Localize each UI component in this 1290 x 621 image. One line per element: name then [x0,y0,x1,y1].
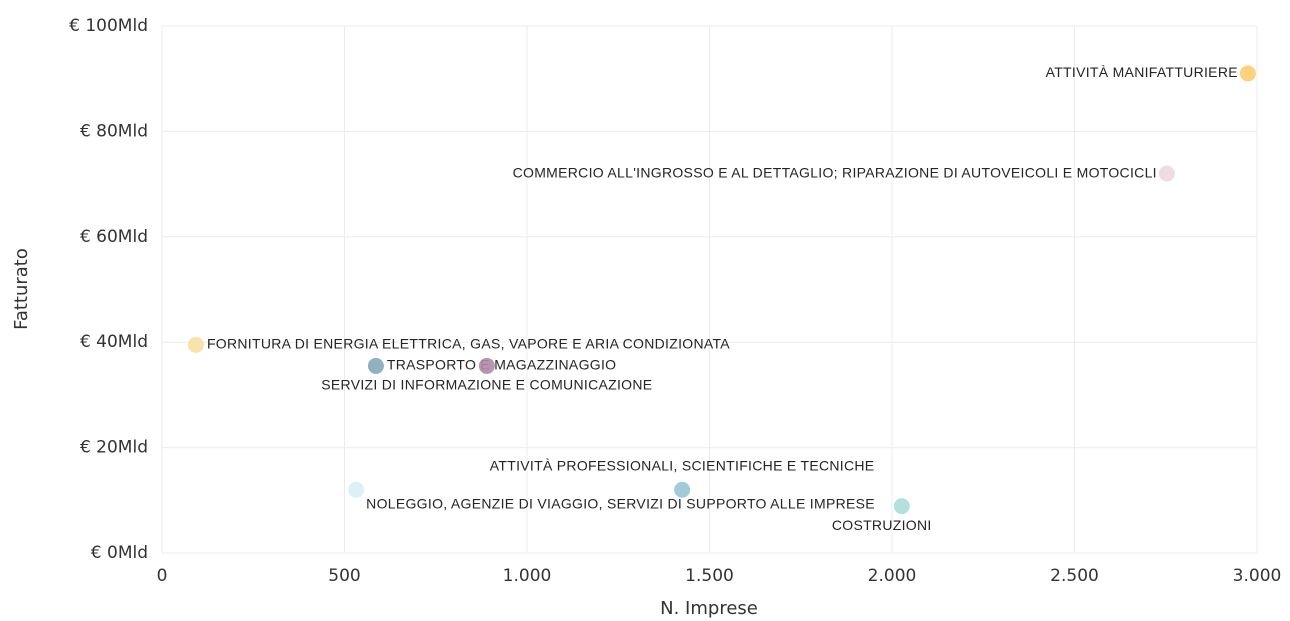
point [348,481,365,498]
y-tick-label: € 100Mld [69,16,148,36]
point-label: ATTIVITÀ PROFESSIONALI, SCIENTIFICHE E T… [490,457,875,473]
x-tick-label: 0 [157,566,168,586]
point-label: COMMERCIO ALL'INGROSSO E AL DETTAGLIO; R… [513,164,1157,180]
x-tick-label: 500 [328,566,360,586]
point-label: TRASPORTO E MAGAZZINAGGIO [387,357,616,373]
point-label: NOLEGGIO, AGENZIE DI VIAGGIO, SERVIZI DI… [366,495,875,511]
y-tick-label: € 20Mld [80,438,148,458]
x-tick-label: 1.000 [503,566,552,586]
y-tick-label: € 0Mld [91,543,148,563]
point-label: COSTRUZIONI [832,517,932,533]
point [367,357,384,374]
y-tick-label: € 40Mld [80,332,148,352]
y-tick-label: € 80Mld [80,121,148,141]
point [1239,65,1256,82]
y-tick-label: € 60Mld [80,227,148,247]
point-label: FORNITURA DI ENERGIA ELETTRICA, GAS, VAP… [207,336,730,352]
point-label: SERVIZI DI INFORMAZIONE E COMUNICAZIONE [321,377,652,393]
x-tick-label: 2.500 [1050,566,1099,586]
point-label: ATTIVITÀ MANIFATTURIERE [1046,64,1238,80]
point [893,498,910,515]
x-tick-label: 3.000 [1233,566,1282,586]
x-axis-title: N. Imprese [660,598,758,619]
point [187,336,204,353]
x-tick-label: 2.000 [868,566,917,586]
x-tick-label: 1.500 [685,566,734,586]
point [478,357,495,374]
point [1158,165,1175,182]
y-axis-title: Fatturato [11,248,32,330]
point [674,481,691,498]
